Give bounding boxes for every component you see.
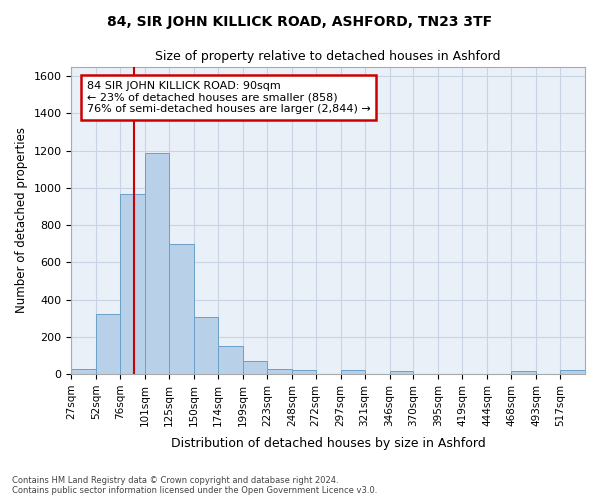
Bar — [71, 370, 97, 374]
Bar — [341, 370, 365, 374]
Text: 84 SIR JOHN KILLICK ROAD: 90sqm
← 23% of detached houses are smaller (858)
76% o: 84 SIR JOHN KILLICK ROAD: 90sqm ← 23% of… — [87, 81, 371, 114]
Bar — [169, 244, 194, 374]
Bar — [511, 371, 536, 374]
Bar — [267, 370, 292, 374]
Bar — [120, 194, 145, 374]
Text: 84, SIR JOHN KILLICK ROAD, ASHFORD, TN23 3TF: 84, SIR JOHN KILLICK ROAD, ASHFORD, TN23… — [107, 15, 493, 29]
Bar — [243, 361, 267, 374]
Y-axis label: Number of detached properties: Number of detached properties — [15, 128, 28, 314]
Bar — [389, 371, 413, 374]
Bar — [560, 370, 585, 374]
Title: Size of property relative to detached houses in Ashford: Size of property relative to detached ho… — [155, 50, 501, 63]
Bar — [97, 314, 120, 374]
Bar — [218, 346, 243, 374]
Bar — [194, 318, 218, 374]
X-axis label: Distribution of detached houses by size in Ashford: Distribution of detached houses by size … — [171, 437, 485, 450]
Bar — [145, 154, 169, 374]
Bar — [292, 370, 316, 374]
Text: Contains HM Land Registry data © Crown copyright and database right 2024.
Contai: Contains HM Land Registry data © Crown c… — [12, 476, 377, 495]
